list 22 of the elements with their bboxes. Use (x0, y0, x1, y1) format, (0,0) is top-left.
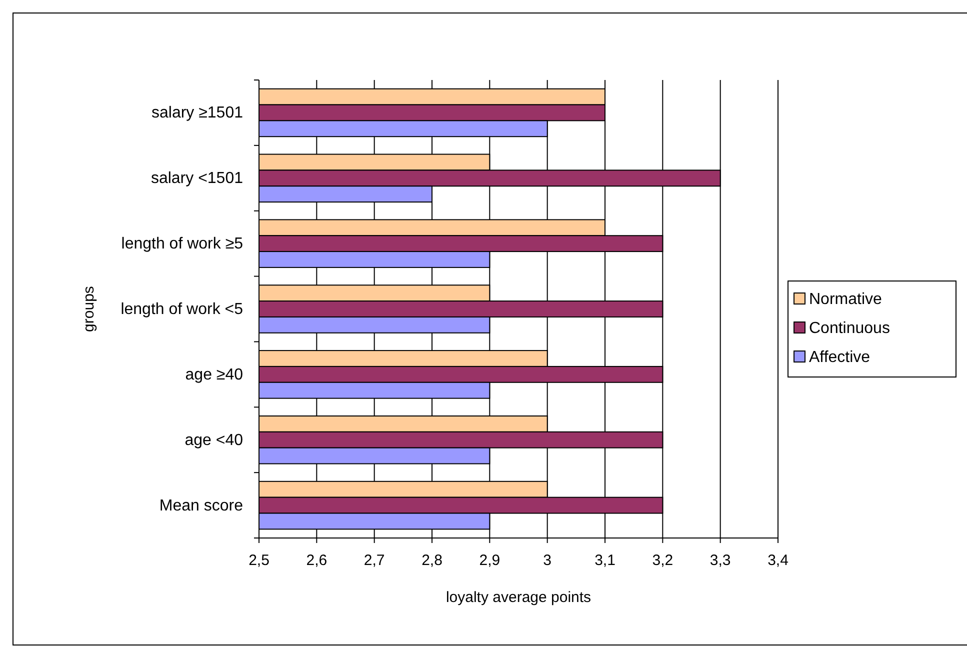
x-tick-label: 2,8 (422, 552, 442, 569)
x-tick-label: 2,7 (364, 552, 385, 569)
x-tick-label: 3 (543, 552, 552, 569)
legend-label: Normative (809, 291, 882, 308)
y-tick-label: length of work ≥5 (121, 236, 244, 253)
y-tick-label: age ≥40 (185, 366, 244, 384)
legend-label: Affective (809, 349, 870, 366)
x-axis-title: loyalty average points (446, 589, 592, 606)
x-tick-label: 3,4 (768, 552, 788, 569)
y-axis-title: groups (80, 286, 98, 332)
y-tick-label: age <40 (184, 432, 244, 449)
y-tick-label: salary ≥1501 (152, 104, 244, 122)
x-tick-label: 3,1 (594, 552, 616, 569)
y-tick-label: Mean score (159, 497, 244, 514)
y-tick-label: salary <1501 (150, 170, 244, 188)
x-tick-label: 3,3 (710, 552, 731, 569)
legend-label: Continuous (809, 320, 890, 337)
x-tick-label: 3,2 (652, 552, 674, 569)
x-tick-label: 2,6 (306, 552, 328, 569)
x-tick-label: 2,5 (248, 552, 270, 569)
x-tick-label: 2,9 (479, 552, 500, 569)
y-tick-label: length of work <5 (120, 301, 244, 318)
